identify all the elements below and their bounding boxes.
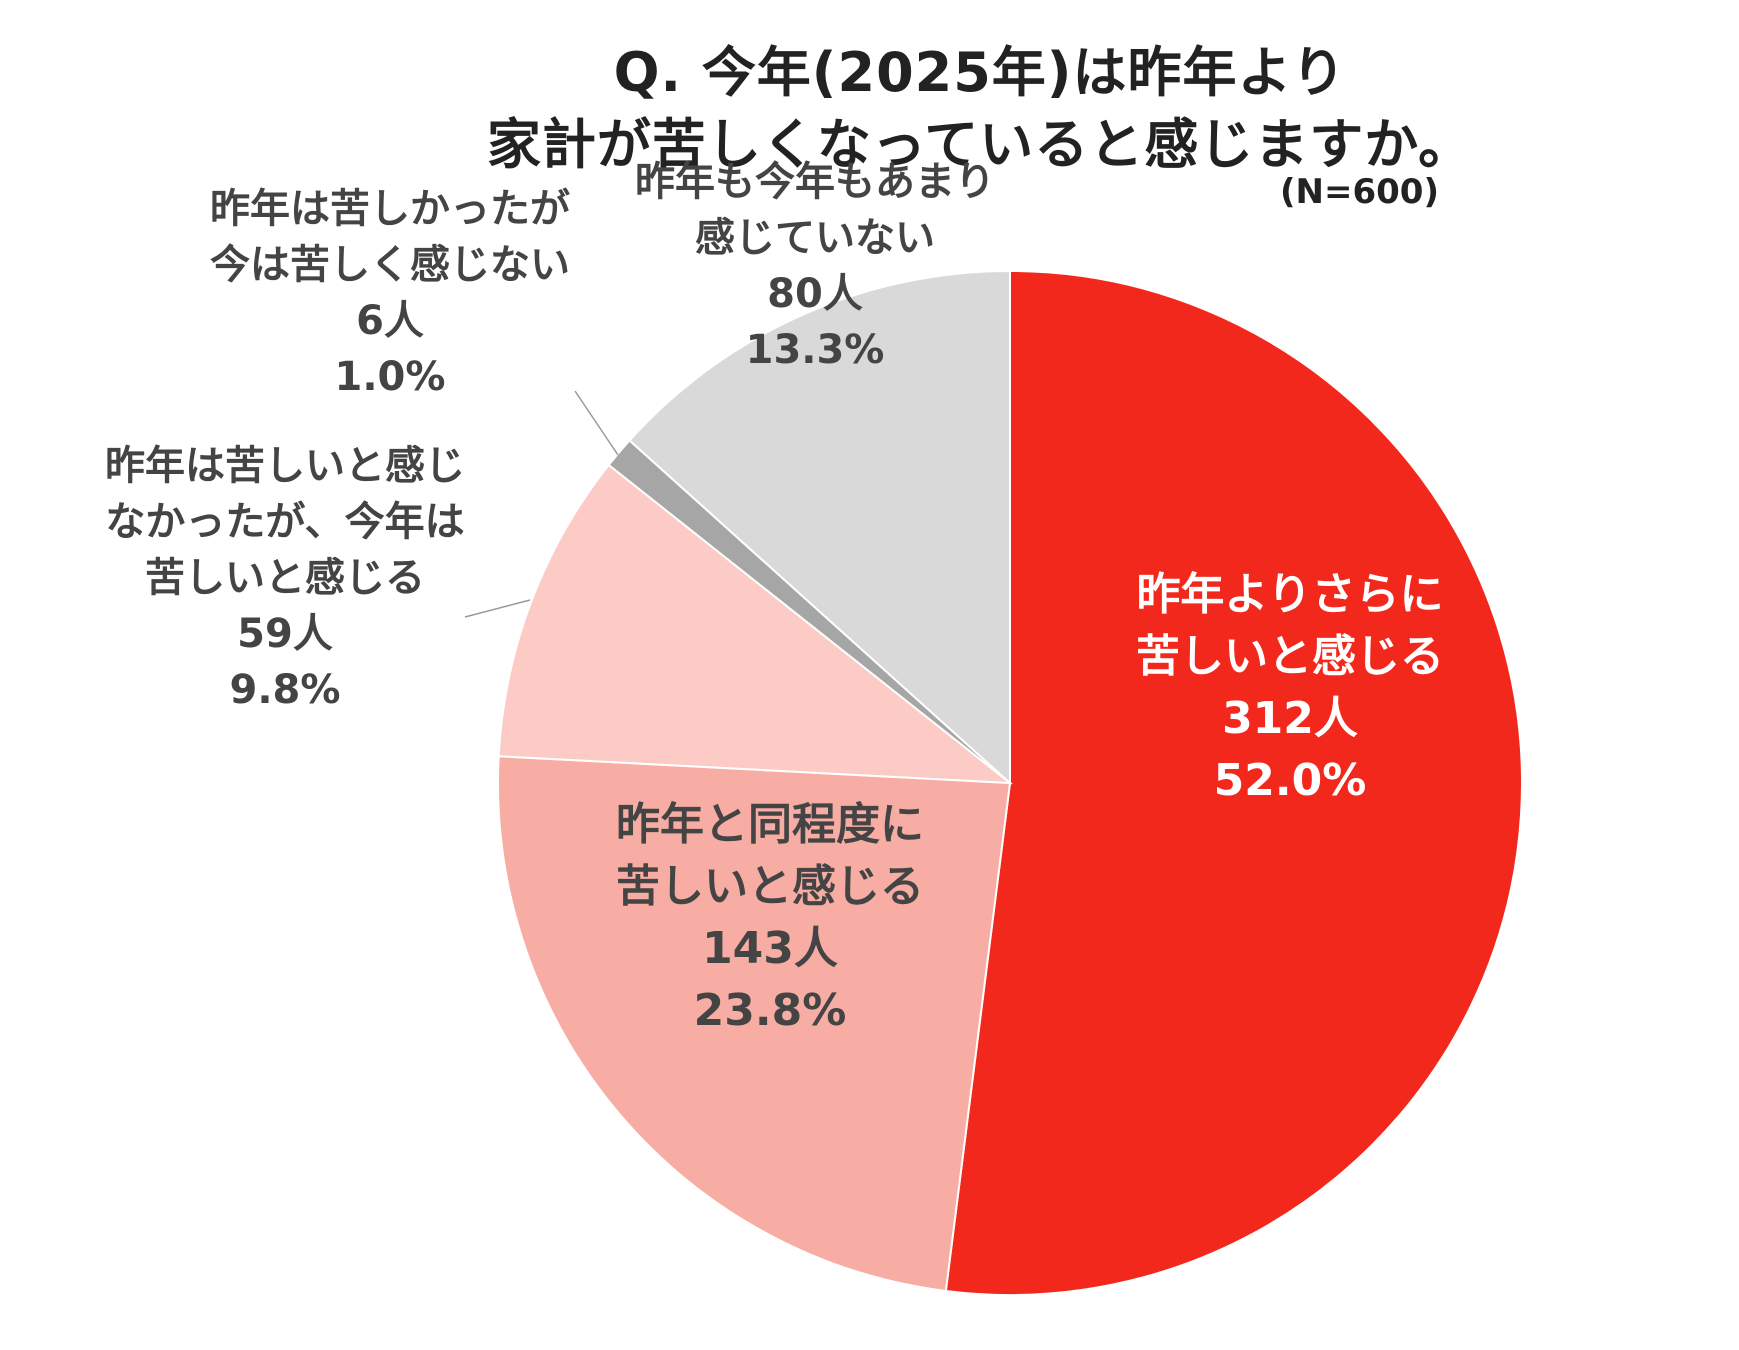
pie-slice-5: [628, 269, 1011, 786]
slice-3-percent: 9.8%: [230, 667, 341, 713]
chart-title-line2: 家計が苦しくなっていると感じますか。: [486, 113, 1474, 176]
slice-4-label-line-1: 昨年は苦しかったが: [210, 186, 570, 232]
slice-3-count: 59人: [237, 611, 333, 657]
slice-4-percent: 1.0%: [335, 354, 446, 400]
slice-5-count: 80人: [767, 271, 863, 317]
slice-1-label-line-2: 苦しいと感じる: [1136, 631, 1444, 682]
slice-2-label-line-2: 苦しいと感じる: [616, 861, 924, 912]
leader-line-slice-3: [464, 599, 531, 618]
slice-4-count: 6人: [356, 298, 424, 344]
slice-2-percent: 23.8%: [694, 985, 847, 1036]
sample-size-note: (N=600): [1280, 172, 1439, 212]
leader-lines: [464, 390, 619, 618]
slice-3-label-line-3: 苦しいと感じる: [145, 555, 425, 601]
pie-slice-2: [497, 755, 1012, 1293]
pie-slice-3: [497, 463, 1014, 785]
pie-slices: [497, 269, 1524, 1296]
chart-title-line1: Q. 今年(2025年)は昨年より: [613, 41, 1347, 104]
slice-2-count: 143人: [702, 923, 838, 974]
slice-5-percent: 13.3%: [746, 327, 885, 373]
slice-3-label-line-1: 昨年は苦しいと感じ: [105, 443, 465, 489]
slice-4-label-line-2: 今は苦しく感じない: [210, 242, 570, 288]
slice-1-count: 312人: [1222, 693, 1358, 744]
leader-line-slice-4: [574, 390, 619, 456]
slice-5-label-line-1: 昨年も今年もあまり: [635, 159, 995, 205]
slice-3-label-line-2: なかったが、今年は: [105, 499, 464, 545]
slice-2-label-line-1: 昨年と同程度に: [616, 799, 924, 850]
pie-slice-1: [944, 269, 1524, 1296]
slice-5-label-line-2: 感じていない: [695, 215, 935, 261]
slice-1-percent: 52.0%: [1214, 755, 1367, 806]
slice-labels: 昨年よりさらに苦しいと感じる312人52.0%昨年と同程度に苦しいと感じる143…: [105, 159, 1444, 1036]
slice-1-label-line-1: 昨年よりさらに: [1136, 569, 1443, 620]
